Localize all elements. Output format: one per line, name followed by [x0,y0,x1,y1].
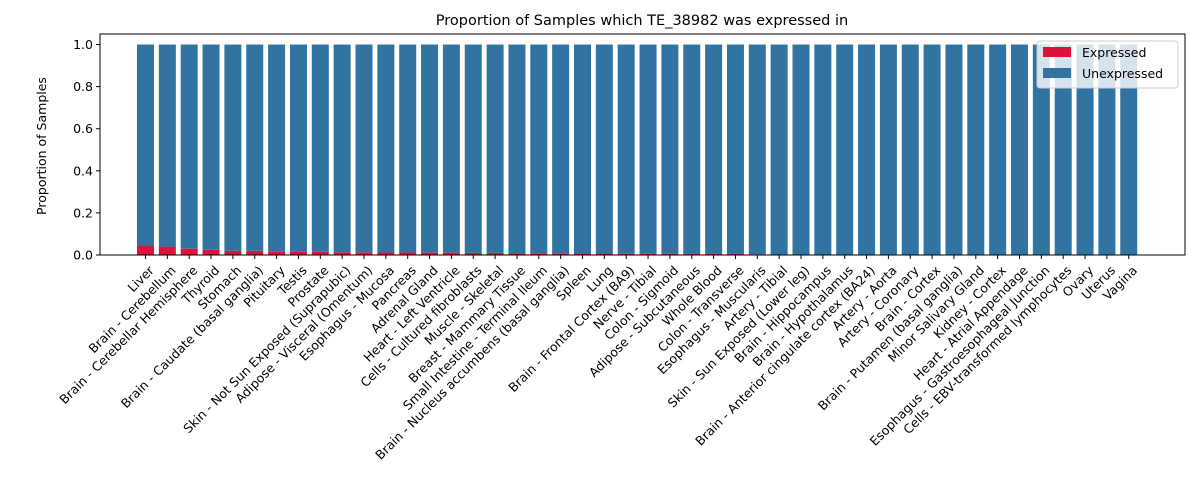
bar-expressed-2 [180,248,198,255]
bar-unexpressed-5 [246,44,264,251]
bar-unexpressed-31 [814,44,832,255]
bar-unexpressed-1 [158,44,176,247]
bar-unexpressed-2 [180,44,198,249]
bar-unexpressed-15 [464,44,482,253]
bar-unexpressed-27 [726,44,744,254]
bar-expressed-20 [574,253,591,255]
bar-unexpressed-17 [508,44,526,254]
bar-unexpressed-14 [442,44,460,253]
bar-unexpressed-22 [617,44,635,254]
bar-expressed-12 [399,252,417,255]
bar-expressed-10 [355,252,373,255]
bar-expressed-9 [333,252,351,255]
bar-unexpressed-3 [202,44,220,250]
y-tick-label-5: 1.0 [73,37,93,52]
y-tick-label-2: 0.4 [73,163,93,178]
bar-expressed-21 [595,253,613,255]
bar-unexpressed-19 [552,44,570,254]
bar-unexpressed-9 [333,44,351,253]
y-tick-label-4: 0.8 [73,79,93,94]
bar-unexpressed-24 [661,44,679,254]
bar-expressed-27 [726,253,744,255]
bar-expressed-5 [246,250,264,255]
bar-unexpressed-23 [639,44,657,254]
bar-unexpressed-45 [1120,44,1138,255]
bar-expressed-26 [705,253,723,255]
bar-unexpressed-35 [901,44,919,255]
y-axis: 0.0 0.2 0.4 0.6 0.8 1.0 [73,37,100,263]
bar-expressed-13 [421,252,439,255]
bar-unexpressed-37 [945,44,963,255]
bar-expressed-16 [486,252,504,255]
bar-expressed-0 [137,245,154,255]
bar-expressed-7 [289,251,307,255]
bar-unexpressed-11 [377,44,395,253]
bar-expressed-19 [552,253,570,255]
legend-box [1036,40,1179,89]
y-tick-label-3: 0.6 [73,121,93,136]
bar-unexpressed-18 [530,44,548,254]
bar-unexpressed-16 [486,44,504,253]
bar-expressed-15 [464,252,482,255]
bar-unexpressed-4 [224,44,242,251]
bar-unexpressed-34 [879,44,897,255]
legend-swatch-expressed [1043,47,1071,57]
bar-expressed-23 [639,253,657,255]
plot-frame [99,33,1186,256]
bar-expressed-6 [268,251,286,255]
bar-unexpressed-10 [355,44,373,253]
bar-unexpressed-0 [137,44,154,246]
bar-unexpressed-36 [923,44,941,255]
bar-unexpressed-7 [289,44,307,252]
bar-expressed-18 [530,253,548,255]
legend: Expressed Unexpressed [1036,40,1179,89]
bar-expressed-11 [377,252,395,255]
legend-label-unexpressed: Unexpressed [1082,66,1163,81]
bar-unexpressed-20 [574,44,591,254]
bar-expressed-4 [224,250,242,255]
bar-unexpressed-41 [1032,44,1050,255]
bar-expressed-24 [661,253,679,255]
bar-unexpressed-30 [792,44,810,255]
bars-group [137,44,1138,255]
bar-unexpressed-6 [268,44,286,252]
y-tick-label-0: 0.0 [73,248,93,263]
bar-unexpressed-39 [989,44,1007,255]
bar-unexpressed-40 [1011,44,1028,255]
y-axis-label: Proportion of Samples [34,77,49,215]
bar-unexpressed-32 [836,44,854,255]
legend-swatch-unexpressed [1043,68,1071,78]
bar-unexpressed-42 [1054,44,1072,255]
bar-expressed-14 [442,252,460,255]
bar-unexpressed-29 [770,44,788,255]
bar-unexpressed-44 [1098,44,1116,255]
bar-unexpressed-13 [421,44,439,253]
bar-expressed-8 [311,251,329,255]
bar-unexpressed-28 [748,44,766,255]
bar-unexpressed-12 [399,44,417,253]
bar-expressed-25 [683,253,701,255]
legend-label-expressed: Expressed [1082,45,1146,60]
bar-expressed-17 [508,253,526,255]
chart-title: Proportion of Samples which TE_38982 was… [436,13,848,29]
bar-unexpressed-26 [705,44,723,254]
bar-unexpressed-38 [967,44,985,255]
bar-unexpressed-25 [683,44,701,254]
bar-unexpressed-8 [311,44,329,252]
bar-unexpressed-21 [595,44,613,254]
bar-expressed-22 [617,253,635,255]
bar-expressed-1 [158,246,176,255]
bar-unexpressed-43 [1076,44,1094,255]
bar-expressed-3 [202,249,220,255]
y-tick-label-1: 0.2 [73,205,93,220]
bar-unexpressed-33 [858,44,876,255]
